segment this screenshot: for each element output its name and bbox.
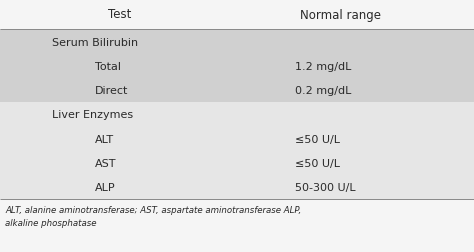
Text: 50-300 U/L: 50-300 U/L xyxy=(295,182,356,192)
Text: Normal range: Normal range xyxy=(300,9,381,21)
Text: 1.2 mg/dL: 1.2 mg/dL xyxy=(295,62,351,72)
Bar xyxy=(0,30,474,103)
Text: Direct: Direct xyxy=(95,86,128,96)
Text: 0.2 mg/dL: 0.2 mg/dL xyxy=(295,86,351,96)
Text: Liver Enzymes: Liver Enzymes xyxy=(52,110,133,120)
Text: ALT, alanine aminotransferase; AST, aspartate aminotransferase ALP,: ALT, alanine aminotransferase; AST, aspa… xyxy=(5,205,301,214)
Bar xyxy=(0,103,474,199)
Text: ≤50 U/L: ≤50 U/L xyxy=(295,158,340,168)
Text: ALP: ALP xyxy=(95,182,116,192)
Text: ALT: ALT xyxy=(95,135,114,144)
Text: Test: Test xyxy=(109,9,132,21)
Bar xyxy=(0,0,474,30)
Text: Total: Total xyxy=(95,62,121,72)
Text: Serum Bilirubin: Serum Bilirubin xyxy=(52,37,138,47)
Text: alkaline phosphatase: alkaline phosphatase xyxy=(5,218,97,227)
Text: AST: AST xyxy=(95,158,117,168)
Text: ≤50 U/L: ≤50 U/L xyxy=(295,135,340,144)
